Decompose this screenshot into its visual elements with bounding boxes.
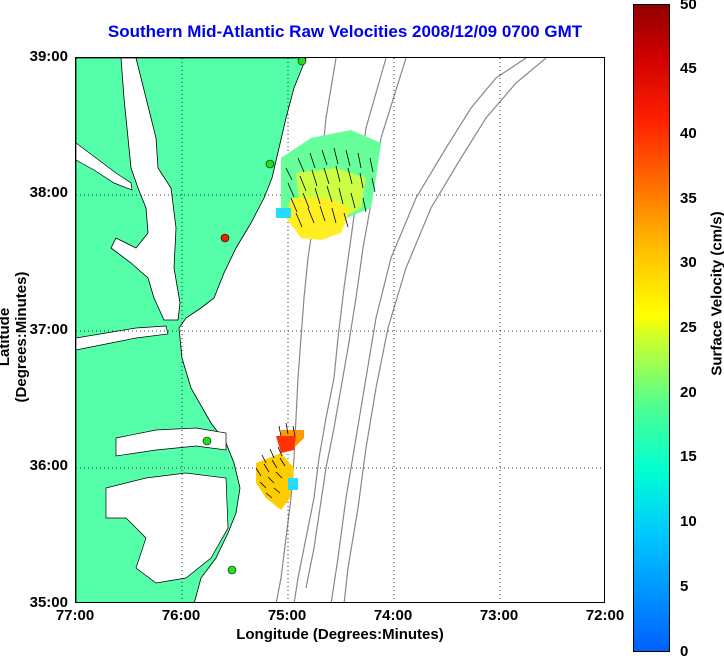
station-marker <box>203 437 211 445</box>
colorbar-tick: 40 <box>680 125 697 142</box>
x-tick-label: 75:00 <box>252 607 322 624</box>
colorbar <box>633 4 670 652</box>
station-marker <box>298 58 306 65</box>
colorbar-tick: 20 <box>680 384 697 401</box>
y-tick-label: 36:00 <box>14 457 68 474</box>
colorbar-tick: 25 <box>680 319 697 336</box>
colorbar-tick: 50 <box>680 0 697 13</box>
colorbar-tick: 15 <box>680 448 697 465</box>
station-marker <box>228 566 236 574</box>
x-tick-label: 76:00 <box>146 607 216 624</box>
colorbar-tick: 5 <box>680 578 688 595</box>
chart-title: Southern Mid-Atlantic Raw Velocities 200… <box>0 22 690 42</box>
x-tick-label: 74:00 <box>358 607 428 624</box>
station-marker-inactive <box>221 234 229 242</box>
station-marker <box>266 160 274 168</box>
colorbar-tick: 30 <box>680 254 697 271</box>
y-tick-label: 39:00 <box>14 48 68 65</box>
colorbar-tick: 0 <box>680 643 688 660</box>
colorbar-tick: 10 <box>680 513 697 530</box>
x-axis-label: Longitude (Degrees:Minutes) <box>170 626 510 643</box>
colorbar-label: Surface Velocity (cm/s) <box>709 204 724 384</box>
x-tick-label: 73:00 <box>464 607 534 624</box>
colorbar-tick: 35 <box>680 190 697 207</box>
velocity-field-north <box>276 130 381 240</box>
colorbar-tick: 45 <box>680 60 697 77</box>
x-tick-label: 72:00 <box>570 607 640 624</box>
velocity-field-south <box>256 430 304 510</box>
map-plot-area <box>75 57 605 603</box>
x-tick-label: 77:00 <box>40 607 110 624</box>
y-tick-label: 38:00 <box>14 184 68 201</box>
y-axis-label: Latitude (Degrees:Minutes) <box>0 252 30 422</box>
